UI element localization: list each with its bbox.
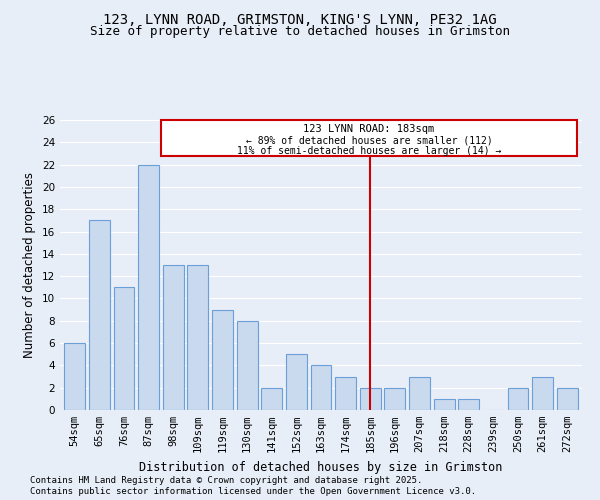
Bar bbox=[261, 388, 282, 410]
Text: Size of property relative to detached houses in Grimston: Size of property relative to detached ho… bbox=[90, 25, 510, 38]
Bar bbox=[508, 388, 529, 410]
Bar bbox=[163, 265, 184, 410]
Bar bbox=[557, 388, 578, 410]
Bar bbox=[113, 288, 134, 410]
Y-axis label: Number of detached properties: Number of detached properties bbox=[23, 172, 37, 358]
Bar bbox=[286, 354, 307, 410]
Bar bbox=[409, 376, 430, 410]
Bar bbox=[138, 164, 159, 410]
Text: Contains HM Land Registry data © Crown copyright and database right 2025.: Contains HM Land Registry data © Crown c… bbox=[30, 476, 422, 485]
Bar bbox=[458, 399, 479, 410]
Bar bbox=[64, 343, 85, 410]
Text: 123 LYNN ROAD: 183sqm: 123 LYNN ROAD: 183sqm bbox=[304, 124, 434, 134]
Text: Distribution of detached houses by size in Grimston: Distribution of detached houses by size … bbox=[139, 461, 503, 474]
Bar bbox=[360, 388, 381, 410]
Bar bbox=[335, 376, 356, 410]
Bar bbox=[385, 388, 406, 410]
Bar bbox=[532, 376, 553, 410]
FancyBboxPatch shape bbox=[161, 120, 577, 156]
Text: 123, LYNN ROAD, GRIMSTON, KING'S LYNN, PE32 1AG: 123, LYNN ROAD, GRIMSTON, KING'S LYNN, P… bbox=[103, 12, 497, 26]
Text: 11% of semi-detached houses are larger (14) →: 11% of semi-detached houses are larger (… bbox=[237, 146, 501, 156]
Bar bbox=[89, 220, 110, 410]
Bar bbox=[434, 399, 455, 410]
Text: Contains public sector information licensed under the Open Government Licence v3: Contains public sector information licen… bbox=[30, 487, 476, 496]
Bar bbox=[311, 366, 331, 410]
Bar bbox=[236, 321, 257, 410]
Text: ← 89% of detached houses are smaller (112): ← 89% of detached houses are smaller (11… bbox=[245, 135, 493, 145]
Bar bbox=[187, 265, 208, 410]
Bar bbox=[212, 310, 233, 410]
